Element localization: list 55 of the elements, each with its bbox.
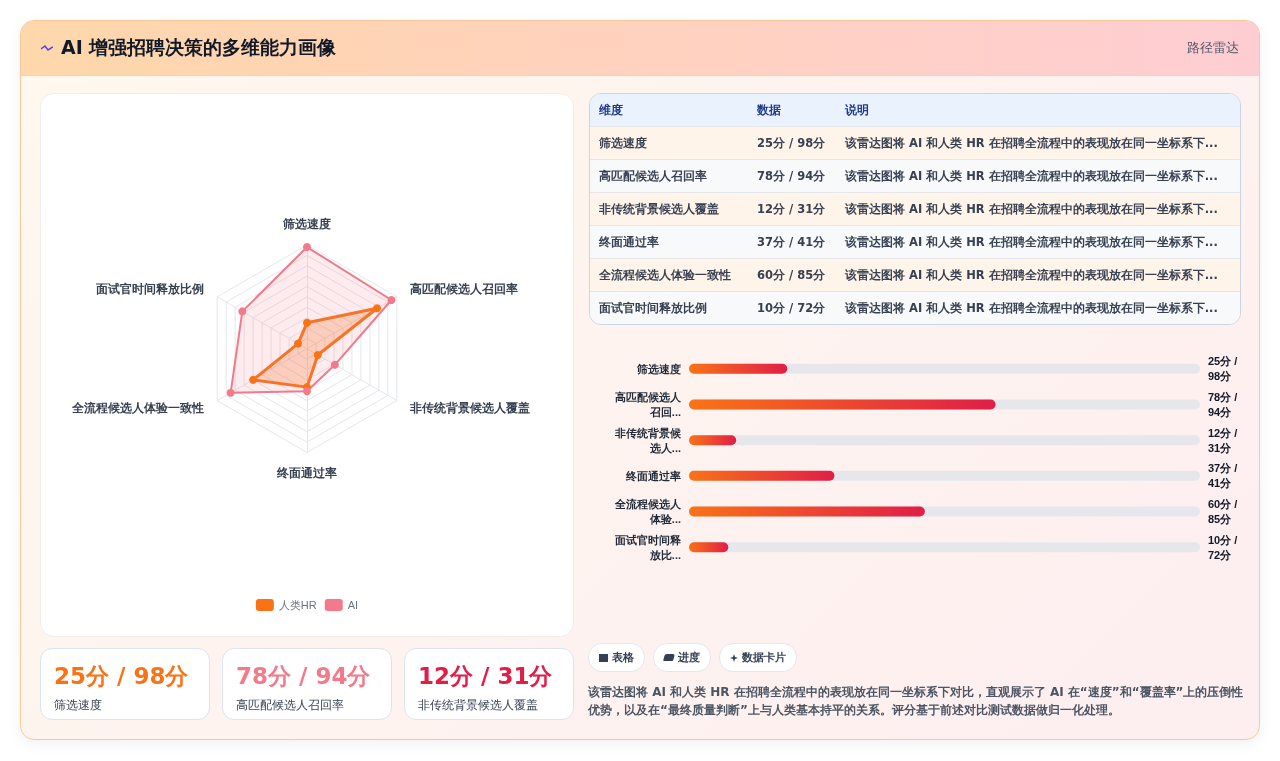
text: 78分 / 94分 [236,662,372,691]
y-tick-label: 面试官时间释放比... [614,533,682,561]
data-label: 78分 / 94分 [1208,391,1241,418]
bar [689,363,788,374]
text: 说明 [836,94,1240,127]
text: 数据 [748,94,836,127]
text: 该雷达图将 AI 和人类 HR 在招聘全流程中的表现放在同一坐标系下... [836,192,1240,226]
legend-label: 人类HR [278,599,317,611]
data-label: 12分 / 31分 [1208,426,1241,454]
text: 12分 / 31分 [748,192,836,226]
text: 该雷达图将 AI 和人类 HR 在招聘全流程中的表现放在同一坐标系下对比，直观展示了 AI 在“速度”和“覆盖率”上的压倒性优势，以及在“最终质量判断”上与人类基本持平的关系。评分基于前述对比测试数据做归一化处理。 [588,684,1245,719]
y-tick-label: 终面通过率 [625,469,681,482]
text: 10分 / 72分 [748,291,836,324]
text: 60分 / 85分 [748,258,836,292]
text: 该雷达图将 AI 和人类 HR 在招聘全流程中的表现放在同一坐标系下... [836,291,1240,324]
text: 数据卡片 [742,650,786,665]
text: 该雷达图将 AI 和人类 HR 在招聘全流程中的表现放在同一坐标系下... [836,258,1240,292]
text: 高匹配候选人召回率 [590,159,748,193]
text: 全流程候选人体验一致性 [590,258,748,292]
text: 12分 / 31分 [418,662,554,691]
text: 面试官时间释放比例 [590,291,748,324]
spoke-label: 面试官时间释放比例 [95,282,205,297]
text: 该雷达图将 AI 和人类 HR 在招聘全流程中的表现放在同一坐标系下... [836,126,1240,160]
text: 非传统背景候选人覆盖 [590,192,748,226]
y-tick-label: 高匹配候选人召回... [615,391,682,418]
bar [689,542,729,553]
data-label: 60分 / 85分 [1208,498,1241,525]
text: 维度 [590,94,748,127]
spoke-label: 终面通过率 [276,466,337,481]
text: 25分 / 98分 [748,126,836,160]
spoke-label: 筛选速度 [282,217,331,231]
spoke-label: 高匹配候选人召回率 [409,282,518,297]
bar [689,435,737,446]
text: 筛选速度 [54,698,103,713]
text: AI 增强招聘决策的多维能力画像 [61,35,337,60]
text: 进度 [678,650,700,665]
data-label: 25分 / 98分 [1208,355,1241,383]
text: 表格 [612,650,634,665]
text: 37分 / 41分 [748,225,836,259]
text: 该雷达图将 AI 和人类 HR 在招聘全流程中的表现放在同一坐标系下... [836,159,1240,193]
text: 78分 / 94分 [748,159,836,193]
data-label: 37分 / 41分 [1208,462,1241,490]
text: 非传统背景候选人覆盖 [418,698,539,713]
text: 路径雷达 [1187,39,1239,57]
y-tick-label: 全流程候选人体验... [614,498,682,525]
spoke-label: 非传统背景候选人覆盖 [408,401,530,416]
y-tick-label: 非传统背景候选人... [614,426,682,455]
text: 25分 / 98分 [54,662,190,691]
text: 该雷达图将 AI 和人类 HR 在招聘全流程中的表现放在同一坐标系下... [836,225,1240,259]
data-label: 10分 / 72分 [1208,533,1241,561]
spoke-label: 全流程候选人体验一致性 [71,401,205,416]
y-tick-label: 筛选速度 [636,362,681,375]
bar [689,470,835,481]
text: 高匹配候选人召回率 [236,698,345,713]
legend-label: AI [347,599,359,611]
